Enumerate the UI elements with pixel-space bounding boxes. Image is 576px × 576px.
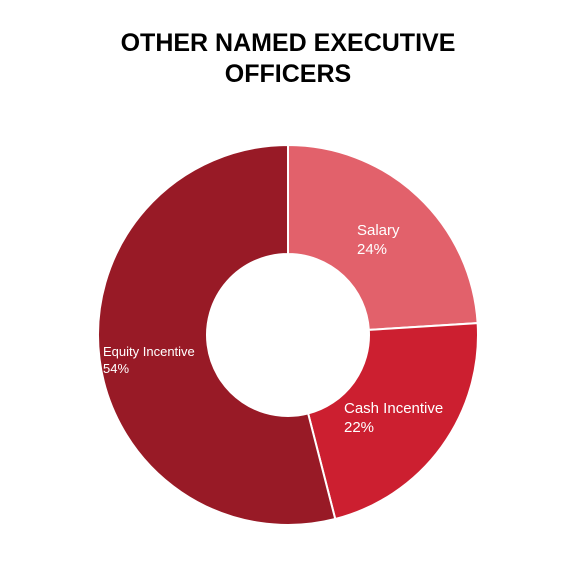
chart-title-line-2: OFFICERS xyxy=(224,60,352,88)
slice-label-salary: Salary xyxy=(357,222,400,239)
slice-label-cash-incentive: Cash Incentive xyxy=(344,400,443,417)
chart-title: OTHER NAMED EXECUTIVE OFFICERS xyxy=(0,28,576,90)
slice-value-cash-incentive: 22% xyxy=(344,419,374,436)
slice-salary xyxy=(287,143,479,331)
chart-title-line-1: OTHER NAMED EXECUTIVE xyxy=(120,29,456,57)
slice-value-equity-incentive: 54% xyxy=(103,361,129,376)
donut-slices xyxy=(97,143,479,526)
slice-label-equity-incentive: Equity Incentive xyxy=(103,344,195,359)
slice-equity-incentive xyxy=(97,143,337,526)
slice-cash-incentive xyxy=(306,322,479,521)
donut-labels: Salary 24% Cash Incentive 22% Equity Incenti… xyxy=(103,222,443,436)
slice-value-salary: 24% xyxy=(357,241,387,258)
